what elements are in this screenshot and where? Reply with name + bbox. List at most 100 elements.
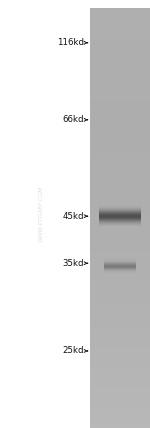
- Bar: [90, 38, 150, 39]
- Bar: [90, 196, 150, 197]
- Bar: [90, 362, 150, 364]
- Bar: [90, 330, 150, 332]
- Bar: [99, 210, 141, 211]
- Bar: [90, 324, 150, 326]
- Bar: [104, 269, 136, 270]
- Bar: [90, 338, 150, 340]
- Bar: [90, 175, 150, 176]
- Bar: [90, 402, 150, 404]
- Bar: [90, 342, 150, 344]
- Bar: [90, 155, 150, 157]
- Bar: [90, 8, 150, 10]
- Bar: [90, 279, 150, 281]
- Bar: [90, 89, 150, 91]
- Bar: [104, 266, 136, 267]
- Bar: [90, 349, 150, 351]
- Bar: [90, 380, 150, 382]
- Bar: [104, 265, 136, 266]
- Bar: [90, 149, 150, 151]
- Bar: [99, 224, 141, 225]
- Bar: [90, 207, 150, 208]
- Bar: [90, 256, 150, 257]
- Bar: [90, 217, 150, 218]
- Bar: [90, 421, 150, 422]
- Bar: [90, 242, 150, 244]
- Bar: [90, 208, 150, 210]
- Bar: [90, 166, 150, 168]
- Bar: [90, 372, 150, 374]
- Bar: [90, 80, 150, 81]
- Bar: [99, 217, 141, 218]
- Bar: [90, 334, 150, 336]
- Bar: [90, 106, 150, 108]
- Bar: [99, 216, 141, 217]
- Bar: [90, 162, 150, 164]
- Bar: [99, 211, 141, 212]
- Bar: [90, 17, 150, 18]
- Bar: [90, 131, 150, 133]
- Bar: [90, 394, 150, 396]
- Bar: [90, 138, 150, 140]
- Bar: [99, 213, 141, 214]
- Bar: [90, 400, 150, 401]
- Bar: [90, 130, 150, 131]
- Bar: [90, 369, 150, 371]
- Bar: [90, 383, 150, 385]
- Bar: [90, 253, 150, 255]
- Bar: [104, 260, 136, 261]
- Bar: [90, 263, 150, 265]
- Bar: [90, 146, 150, 149]
- Bar: [90, 303, 150, 305]
- Bar: [90, 344, 150, 345]
- Bar: [104, 266, 136, 267]
- Bar: [90, 363, 150, 365]
- Bar: [90, 67, 150, 68]
- Bar: [104, 260, 136, 261]
- Bar: [90, 339, 150, 341]
- Bar: [90, 156, 150, 158]
- Bar: [90, 318, 150, 320]
- Bar: [90, 176, 150, 178]
- Bar: [90, 341, 150, 343]
- Bar: [90, 15, 150, 17]
- Bar: [90, 194, 150, 196]
- Bar: [90, 72, 150, 74]
- Bar: [99, 214, 141, 215]
- Bar: [90, 288, 150, 290]
- Bar: [90, 35, 150, 36]
- Bar: [90, 425, 150, 427]
- Bar: [99, 206, 141, 207]
- Bar: [90, 103, 150, 105]
- Bar: [90, 158, 150, 160]
- Bar: [90, 65, 150, 67]
- Bar: [90, 112, 150, 113]
- Bar: [90, 101, 150, 102]
- Bar: [90, 376, 150, 377]
- Bar: [90, 333, 150, 334]
- Bar: [90, 413, 150, 416]
- Bar: [90, 267, 150, 269]
- Bar: [104, 267, 136, 268]
- Bar: [99, 217, 141, 218]
- Bar: [90, 184, 150, 186]
- Bar: [90, 358, 150, 360]
- Bar: [90, 408, 150, 410]
- Bar: [90, 289, 150, 291]
- Bar: [90, 83, 150, 86]
- Bar: [90, 387, 150, 389]
- Bar: [90, 163, 150, 165]
- Bar: [90, 312, 150, 313]
- Bar: [99, 220, 141, 221]
- Bar: [90, 32, 150, 34]
- Bar: [99, 209, 141, 210]
- Bar: [90, 321, 150, 323]
- Bar: [99, 209, 141, 210]
- Bar: [104, 261, 136, 262]
- Bar: [90, 128, 150, 130]
- Bar: [90, 291, 150, 292]
- Bar: [90, 33, 150, 35]
- Bar: [90, 249, 150, 250]
- Bar: [90, 88, 150, 89]
- Bar: [99, 219, 141, 220]
- Bar: [90, 104, 150, 107]
